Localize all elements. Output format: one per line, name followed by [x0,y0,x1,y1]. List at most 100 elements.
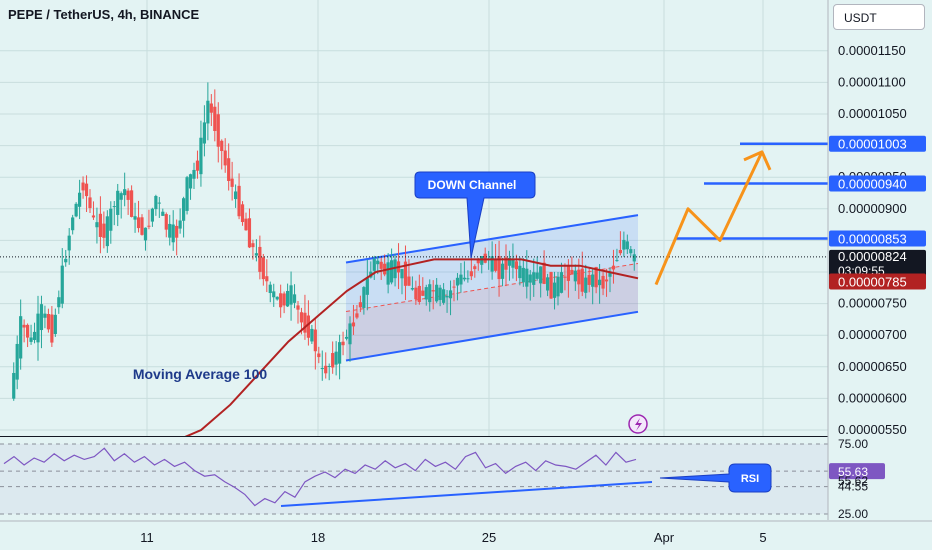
candle-body [552,282,557,298]
candle-body [348,323,352,345]
candle-body [331,353,335,368]
rsi-pane [0,436,932,521]
candle-body [528,274,532,283]
candle-body [199,137,203,175]
candle-body [442,289,446,303]
candle-body [116,190,120,215]
price-tick-label: 0.00001100 [838,74,906,89]
candle-body [542,262,546,284]
candle-body [507,258,512,266]
candle-body [431,290,435,292]
lightning-icon-glyph [635,418,642,431]
target-price-label: 0.00000940 [838,177,907,192]
price-tick-label: 0.00000600 [838,390,907,405]
candle-body [299,312,304,323]
candle-body [604,279,609,282]
ma-value-label: 0.00000785 [838,274,907,289]
candle-body [601,275,605,289]
candle-body [549,272,553,299]
rsi-value-box [829,463,885,480]
candle-body [570,269,574,275]
candle-body [206,100,210,124]
candle-body [95,222,99,228]
moving-average-line [171,258,639,444]
candle-body [341,341,345,346]
candle-body [50,314,54,343]
price-tick-label: 0.00001150 [838,43,906,58]
candle-body [317,353,321,358]
candle-body [119,193,123,200]
candle-body [223,150,227,166]
candle-body [518,265,522,279]
candle-body [466,278,470,280]
candle-body [310,328,314,342]
candle-body [344,336,349,339]
candle-body [355,313,359,318]
candle-body [247,218,252,248]
candle-body [282,293,286,306]
candle-body [521,267,525,283]
candle-body [213,106,217,131]
candle-body [57,297,61,308]
candle-body [202,122,206,144]
candle-body [43,313,47,318]
rsi-callout-shape [659,463,772,493]
projection-layer [654,142,828,286]
candle-body [476,259,480,264]
candle-body [469,271,473,277]
candle-body [53,314,57,335]
candle-body [19,316,23,359]
candle-body [88,197,92,209]
candle-body [559,272,564,293]
candle-body [32,331,37,340]
candle-body [112,206,116,208]
target-price-box [829,135,926,152]
projection-path [654,151,764,286]
rsi-line [3,447,637,507]
candle-body [362,287,366,308]
candle-body [182,198,186,221]
candle-body [303,312,307,333]
candle-body [140,217,144,235]
candle-body [254,253,258,256]
candle-body [71,217,75,231]
candle-body [428,284,432,303]
candle-body [306,315,310,338]
candle-body [64,258,68,263]
currency-selector[interactable]: USDT [833,4,925,30]
candle-body [123,189,127,196]
candle-body [351,322,356,327]
candle-body [15,343,19,380]
candle-body [611,265,616,270]
price-tick-label: 0.00000900 [838,201,907,216]
candle-body [539,266,543,284]
candle-body [327,365,331,367]
candle-body [365,278,369,295]
candle-body [29,337,33,342]
moving-average-100-line [171,258,639,444]
candle-body [445,295,449,298]
candle-body [150,208,154,222]
candle-body [494,258,498,271]
time-axis-bg [0,521,932,550]
candle-body [400,269,404,279]
candle-body [556,276,560,297]
candle-body [514,261,518,270]
candle-body [22,324,26,328]
candle-body [102,223,106,238]
candle-body [414,287,418,300]
candle-body [504,257,508,270]
candle-body [175,225,179,238]
candle-body [275,296,279,300]
candle-body [230,178,234,187]
candle-body [105,216,109,247]
candle-body [46,314,50,330]
candle-body [563,276,567,278]
candle-body [566,264,570,281]
candle-body [67,235,71,251]
candle-body [618,249,622,254]
time-tick-label: 25 [482,530,496,545]
candle-body [376,260,380,265]
candle-body [632,254,636,262]
